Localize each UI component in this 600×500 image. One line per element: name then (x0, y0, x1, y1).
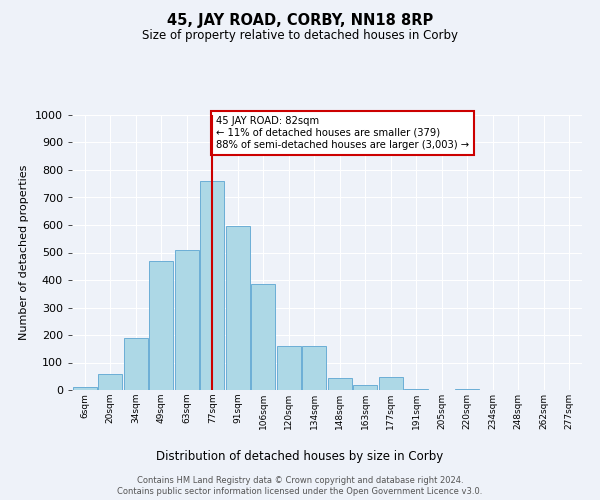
Text: 45, JAY ROAD, CORBY, NN18 8RP: 45, JAY ROAD, CORBY, NN18 8RP (167, 12, 433, 28)
Y-axis label: Number of detached properties: Number of detached properties (19, 165, 29, 340)
Bar (200, 181, 224, 390)
Bar (149, 261, 173, 390)
Bar (328, 378, 352, 390)
Bar (353, 384, 377, 390)
Text: Contains HM Land Registry data © Crown copyright and database right 2024.: Contains HM Land Registry data © Crown c… (137, 476, 463, 485)
Bar (98, 374, 122, 390)
Bar (124, 338, 148, 390)
Text: Contains public sector information licensed under the Open Government Licence v3: Contains public sector information licen… (118, 487, 482, 496)
Bar (73, 386, 97, 390)
Bar (226, 226, 250, 390)
Bar (404, 388, 428, 390)
Bar (277, 346, 301, 390)
Text: 45 JAY ROAD: 82sqm
← 11% of detached houses are smaller (379)
88% of semi-detach: 45 JAY ROAD: 82sqm ← 11% of detached hou… (216, 116, 469, 150)
Text: Size of property relative to detached houses in Corby: Size of property relative to detached ho… (142, 29, 458, 42)
Bar (175, 250, 199, 390)
Bar (455, 388, 479, 390)
Bar (302, 346, 326, 390)
Bar (379, 378, 403, 390)
Bar (251, 284, 275, 390)
Text: Distribution of detached houses by size in Corby: Distribution of detached houses by size … (157, 450, 443, 463)
